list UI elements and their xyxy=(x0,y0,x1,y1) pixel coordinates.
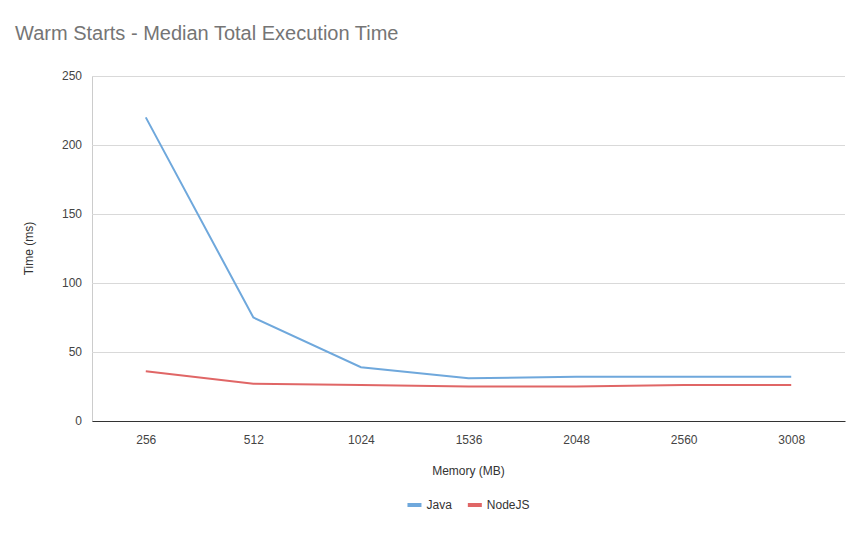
x-tick-label: 1536 xyxy=(456,433,483,447)
x-tick-label: 1024 xyxy=(348,433,375,447)
legend: Java NodeJS xyxy=(407,498,529,512)
legend-item: Java xyxy=(407,498,452,512)
title: Warm Starts - Median Total Execution Tim… xyxy=(15,22,398,44)
x-tick: 2560 xyxy=(671,421,698,447)
x-tick-label: 2048 xyxy=(563,433,590,447)
y-tick-label: 250 xyxy=(62,69,82,83)
x-tick: 256 xyxy=(136,421,156,447)
x-tick: 3008 xyxy=(778,421,805,447)
y-tick-label: 50 xyxy=(69,345,83,359)
grid-line xyxy=(92,283,845,284)
grid-line xyxy=(92,214,845,215)
x-tick: 2048 xyxy=(563,421,590,447)
y-tick: 150 xyxy=(62,207,845,221)
x-tick-label: 256 xyxy=(136,433,156,447)
lines xyxy=(146,117,791,386)
y-tick-label: 150 xyxy=(62,207,82,221)
x-tick: 512 xyxy=(244,421,264,447)
grid-line xyxy=(92,352,845,353)
plot: 0 50 100 150 200 250 256 512 1024 1536 2048 2560 300… xyxy=(62,69,846,446)
x-axis: 256 512 1024 1536 2048 2560 3008 xyxy=(93,421,846,447)
grid-line xyxy=(92,421,845,422)
grid-line xyxy=(92,76,845,77)
y-tick: 100 xyxy=(62,276,845,290)
legend-label: NodeJS xyxy=(487,498,530,512)
y-axis-title: Time (ms) xyxy=(22,222,36,276)
x-tick: 1024 xyxy=(348,421,375,447)
x-tick-label: 512 xyxy=(244,433,264,447)
y-axis: 0 50 100 150 200 250 xyxy=(62,69,845,428)
y-tick: 0 xyxy=(75,414,845,428)
y-axis-line xyxy=(93,77,846,422)
x-axis-line xyxy=(93,421,846,422)
x-axis-title: Memory (MB) xyxy=(432,464,505,478)
y-tick: 200 xyxy=(62,138,845,152)
series-line xyxy=(146,371,791,386)
legend-item: NodeJS xyxy=(468,498,530,512)
y-tick: 250 xyxy=(62,69,845,83)
legend-swatch xyxy=(407,503,421,507)
legend-label: Java xyxy=(426,498,452,512)
series-line xyxy=(146,117,791,378)
y-tick-label: 200 xyxy=(62,138,82,152)
y-tick: 50 xyxy=(69,345,845,359)
x-tick-label: 3008 xyxy=(778,433,805,447)
legend-swatch xyxy=(468,503,482,507)
x-tick: 1536 xyxy=(456,421,483,447)
grid-line xyxy=(92,145,845,146)
y-tick-label: 100 xyxy=(62,276,82,290)
x-tick-label: 2560 xyxy=(671,433,698,447)
chart: Warm Starts - Median Total Execution Tim… xyxy=(0,0,867,536)
y-tick-label: 0 xyxy=(75,414,82,428)
